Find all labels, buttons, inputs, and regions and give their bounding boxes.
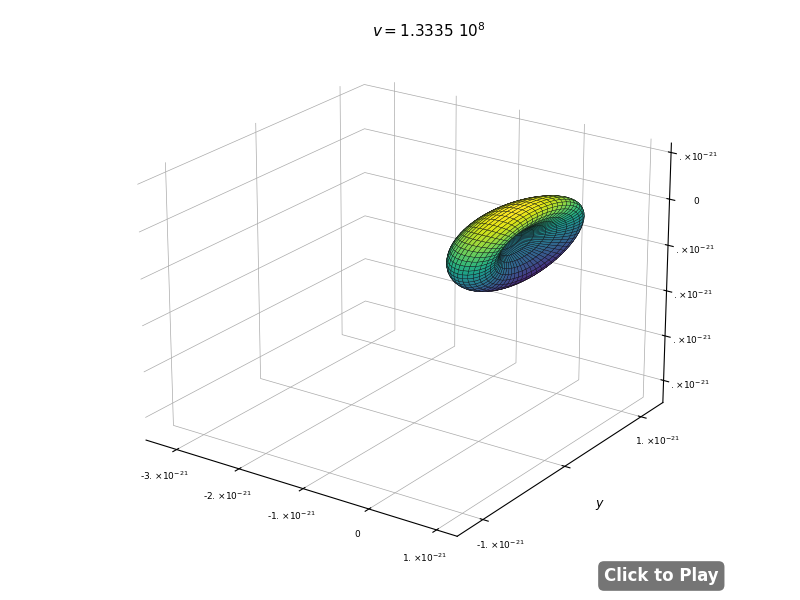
Y-axis label: $y$: $y$ xyxy=(594,498,605,512)
Title: $v = 1.3335\ 10^8$: $v = 1.3335\ 10^8$ xyxy=(373,22,486,40)
Text: Click to Play: Click to Play xyxy=(604,567,718,585)
